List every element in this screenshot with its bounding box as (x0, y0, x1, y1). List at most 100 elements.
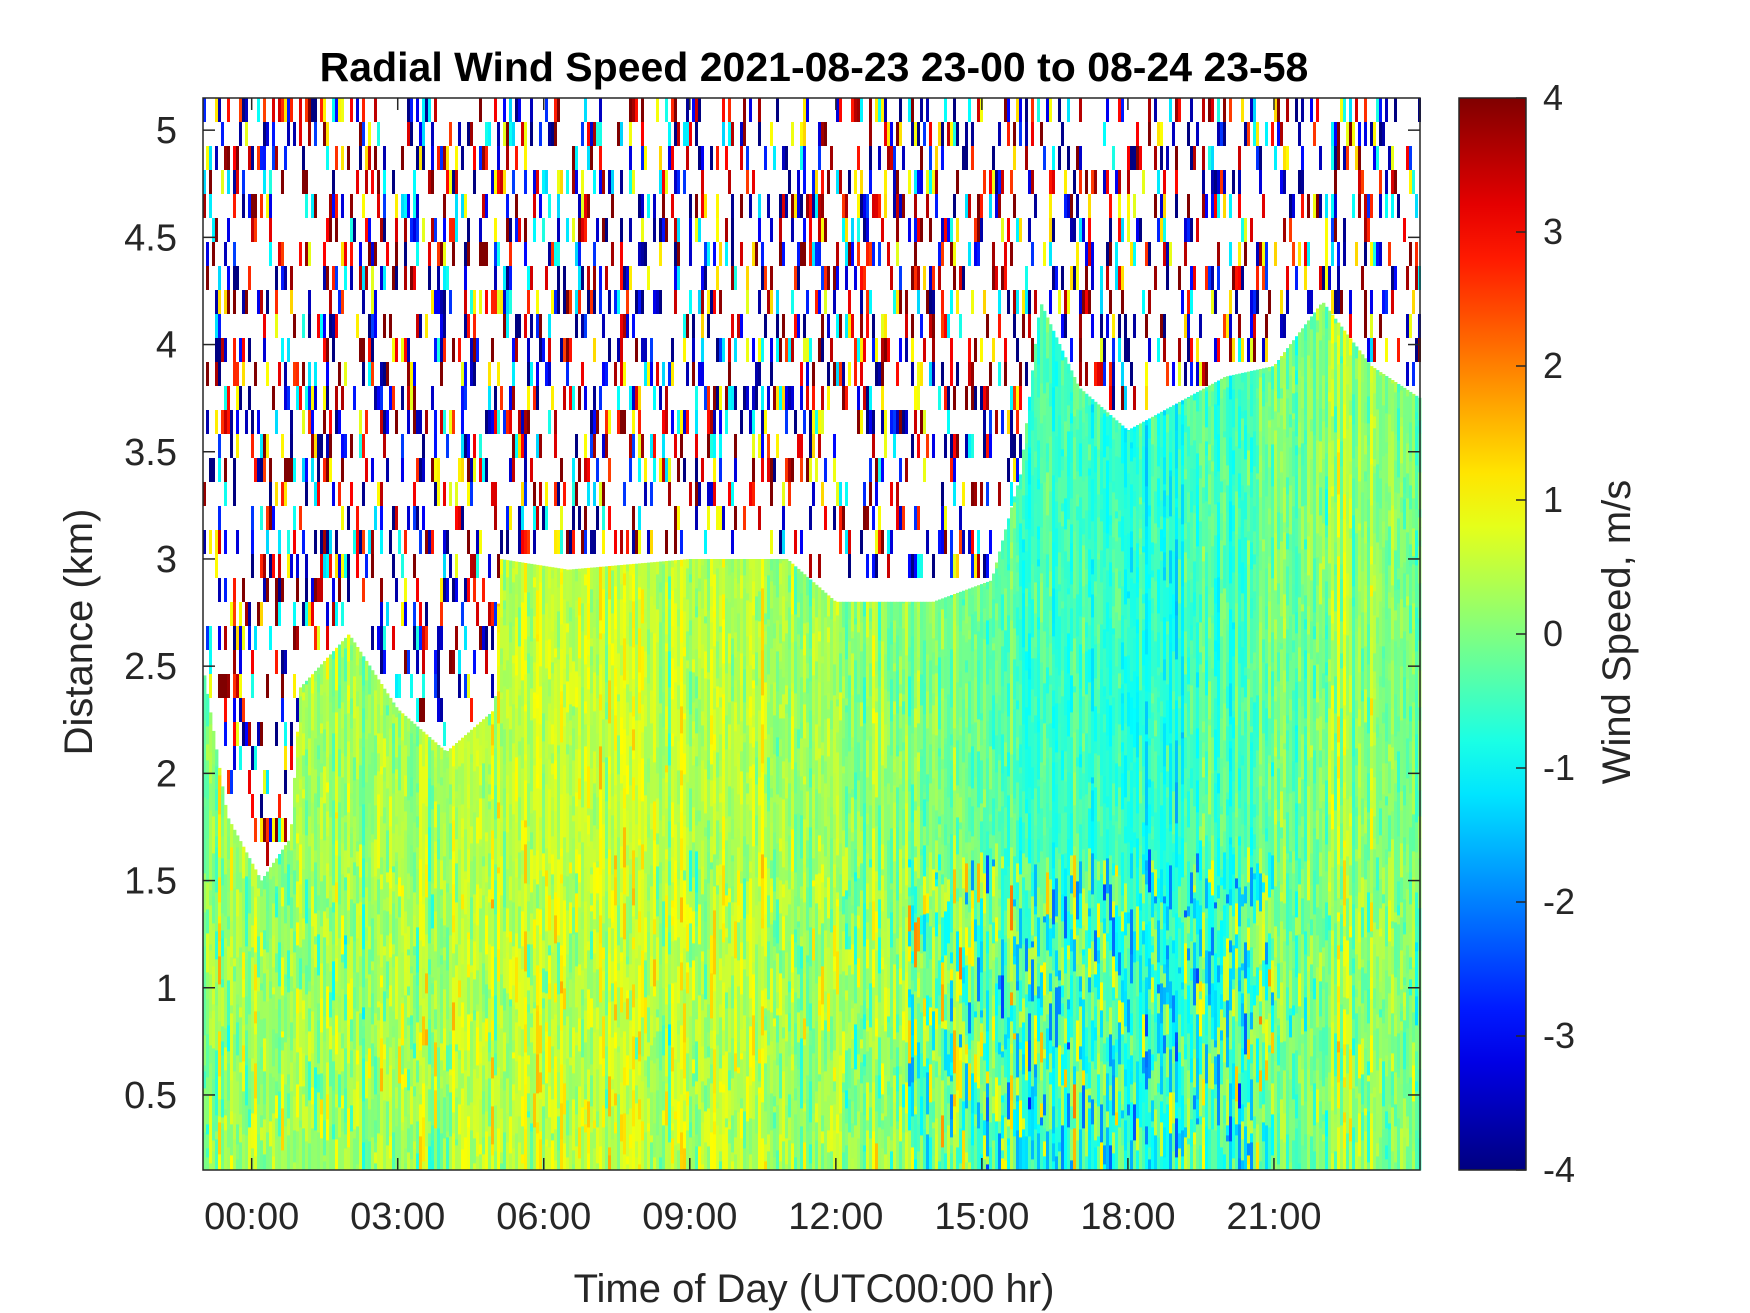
heatmap-cell (302, 1053, 306, 1081)
noise-cell (395, 578, 398, 602)
heatmap-cell (554, 1056, 558, 1099)
heatmap-cell (359, 1098, 363, 1114)
heatmap-cell (494, 785, 498, 820)
noise-cell (662, 218, 665, 242)
heatmap-cell (230, 921, 234, 937)
heatmap-cell (434, 1090, 438, 1129)
heatmap-cell (386, 935, 390, 962)
heatmap-cell (380, 934, 384, 968)
heatmap-cell (329, 702, 333, 728)
heatmap-cell (215, 959, 219, 983)
heatmap-cell (251, 1148, 255, 1171)
heatmap-cell (584, 1084, 588, 1100)
noise-cell (251, 746, 254, 770)
heatmap-cell (446, 927, 450, 971)
heatmap-cell (485, 740, 489, 749)
noise-cell (266, 674, 269, 698)
noise-cell (374, 386, 377, 410)
heatmap-cell (665, 987, 669, 1005)
heatmap-cell (728, 816, 732, 833)
heatmap-cell (221, 786, 225, 795)
heatmap-cell (485, 816, 489, 833)
heatmap-cell (317, 735, 321, 746)
heatmap-cell (542, 1084, 546, 1107)
heatmap-cell (611, 1001, 615, 1038)
heatmap-cell (596, 1111, 600, 1128)
heatmap-cell (419, 901, 423, 941)
heatmap-cell (221, 794, 225, 818)
heatmap-cell (290, 897, 294, 929)
noise-cell (320, 314, 323, 338)
heatmap-cell (335, 981, 339, 994)
heatmap-cell (236, 957, 240, 995)
noise-cell (269, 506, 272, 530)
heatmap-cell (509, 560, 513, 594)
noise-cell (461, 458, 464, 482)
noise-cell (728, 170, 731, 194)
noise-cell (434, 674, 437, 698)
heatmap-cell (368, 694, 372, 734)
noise-cell (374, 506, 377, 530)
heatmap-cell (689, 635, 693, 672)
noise-cell (707, 482, 710, 506)
noise-cell (431, 170, 434, 194)
heatmap-cell (485, 882, 489, 897)
noise-cell (566, 170, 569, 194)
heatmap-cell (470, 939, 474, 966)
noise-cell (482, 626, 485, 650)
heatmap-cell (677, 741, 681, 771)
heatmap-cell (431, 944, 435, 978)
heatmap-cell (212, 730, 216, 765)
heatmap-cell (647, 629, 651, 655)
noise-cell (632, 434, 635, 458)
heatmap-cell (389, 1006, 393, 1048)
heatmap-cell (710, 806, 714, 837)
noise-cell (431, 218, 434, 242)
heatmap-cell (686, 709, 690, 745)
heatmap-cell (347, 661, 351, 686)
noise-cell (455, 506, 458, 530)
heatmap-cell (608, 990, 612, 1003)
heatmap-cell (560, 1103, 564, 1140)
heatmap-cell (530, 791, 534, 814)
heatmap-cell (647, 911, 651, 933)
heatmap-cell (620, 633, 624, 646)
noise-cell (431, 290, 434, 314)
heatmap-cell (656, 561, 660, 575)
heatmap-cell (698, 1146, 702, 1171)
noise-cell (629, 218, 632, 242)
heatmap-cell (230, 936, 234, 958)
heatmap-cell (728, 633, 732, 664)
noise-cell (542, 506, 545, 530)
heatmap-cell (653, 762, 657, 802)
heatmap-cell (485, 716, 489, 741)
heatmap-cell (362, 1019, 366, 1027)
heatmap-cell (602, 566, 606, 590)
heatmap-cell (635, 785, 639, 825)
noise-cell (671, 362, 674, 386)
heatmap-cell (533, 622, 537, 639)
heatmap-cell (716, 1000, 720, 1008)
heatmap-cell (500, 1072, 504, 1079)
heatmap-cell (392, 793, 396, 834)
heatmap-cell (506, 832, 510, 870)
heatmap-cell (509, 942, 513, 960)
heatmap-cell (377, 753, 381, 772)
noise-cell (416, 242, 419, 266)
heatmap-cell (332, 651, 336, 660)
heatmap-cell (647, 654, 651, 684)
heatmap-cell (461, 1027, 465, 1049)
heatmap-cell (440, 918, 444, 949)
noise-cell (698, 218, 701, 242)
noise-cell (362, 530, 365, 554)
noise-cell (353, 218, 356, 242)
heatmap-cell (461, 763, 465, 805)
heatmap-cell (728, 702, 732, 725)
heatmap-cell (395, 884, 399, 919)
noise-cell (572, 506, 575, 530)
heatmap-cell (668, 932, 672, 955)
heatmap-cell (671, 1147, 675, 1164)
noise-cell (419, 626, 422, 650)
heatmap-cell (224, 1047, 228, 1071)
heatmap-cell (398, 995, 402, 1039)
